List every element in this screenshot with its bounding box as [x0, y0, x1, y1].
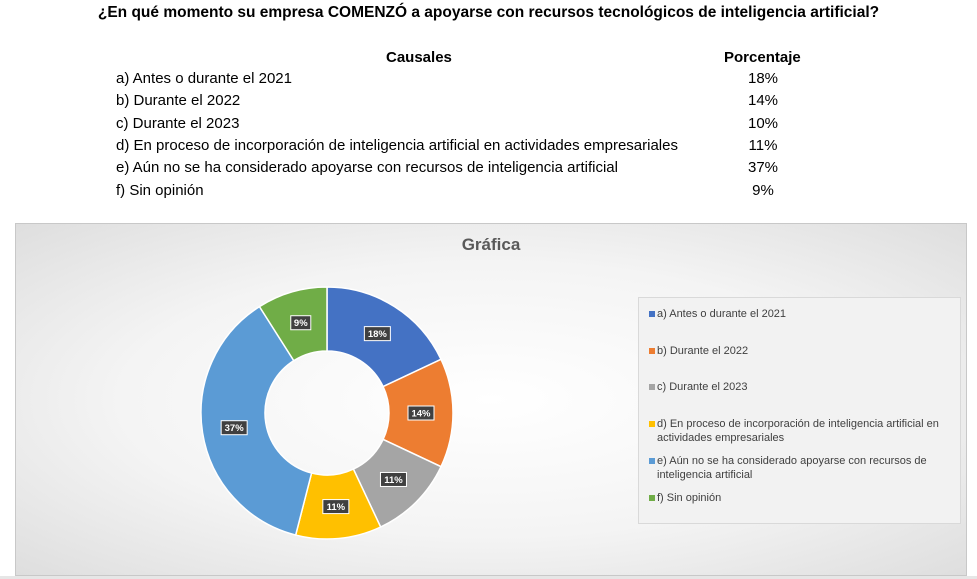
legend-swatch	[649, 495, 655, 501]
data-label-box	[220, 420, 248, 436]
data-label-box	[379, 471, 407, 487]
row-label: a) Antes o durante el 2021	[116, 70, 292, 87]
results-table: Causales Porcentaje a) Antes o durante e…	[0, 0, 977, 210]
row-label: f) Sin opinión	[116, 182, 204, 199]
row-value: 18%	[747, 70, 779, 87]
legend-item: d) En proceso de incorporación de inteli…	[649, 418, 954, 445]
data-label-text: 11%	[327, 502, 346, 513]
data-label-box	[363, 326, 391, 342]
legend-label: b) Durante el 2022	[657, 345, 749, 357]
legend-label: a) Antes o durante el 2021	[657, 308, 787, 320]
legend-item: e) Aún no se ha considerado apoyarse con…	[649, 455, 954, 482]
donut-data-label: 9%	[290, 315, 312, 331]
donut-chart: 18% 14% 11% 11% 37% 9%	[200, 286, 454, 540]
legend-label: c) Durante el 2023	[657, 381, 748, 393]
legend-swatch	[649, 384, 655, 390]
header-porcentaje: Porcentaje	[724, 49, 801, 66]
data-label-text: 18%	[368, 329, 388, 340]
legend-swatch	[649, 311, 655, 317]
legend-swatch	[649, 348, 655, 354]
donut-data-label: 18%	[363, 326, 391, 342]
row-label: b) Durante el 2022	[116, 92, 241, 109]
chart-title: Gráfica	[461, 235, 521, 254]
row-label: c) Durante el 2023	[116, 115, 240, 132]
row-value: 14%	[747, 92, 779, 109]
legend-swatch	[649, 421, 655, 427]
data-label-box	[322, 499, 350, 515]
data-label-text: 14%	[411, 409, 431, 420]
donut-slice	[200, 305, 313, 536]
row-label: d) En proceso de incorporación de inteli…	[116, 137, 678, 154]
legend-label: f) Sin opinión	[657, 492, 722, 504]
chart-area: Gráfica 18% 14% 11% 11% 37% 9% a) Antes o dur…	[15, 223, 967, 576]
legend-label: e) Aún no se ha considerado apoyarse con…	[657, 455, 927, 481]
row-value: 11%	[748, 137, 778, 154]
row-value: 37%	[747, 159, 779, 176]
data-label-text: 11%	[384, 475, 403, 486]
donut-data-label: 37%	[220, 420, 248, 436]
legend-item: a) Antes o durante el 2021	[649, 308, 954, 322]
row-value: 9%	[752, 182, 774, 199]
data-label-text: 37%	[225, 423, 245, 434]
data-label-text: 9%	[294, 318, 308, 329]
legend-label: d) En proceso de incorporación de inteli…	[657, 418, 939, 444]
header-causales: Causales	[386, 49, 452, 66]
question-title: ¿En qué momento su empresa COMENZÓ a apo…	[97, 4, 880, 21]
legend-swatch	[649, 458, 655, 464]
chart-legend: a) Antes o durante el 2021 b) Durante el…	[638, 297, 961, 524]
data-label-box	[290, 315, 312, 331]
data-label-box	[407, 405, 435, 421]
legend-item: c) Durante el 2023	[649, 381, 954, 395]
donut-data-label: 11%	[379, 471, 407, 487]
row-label: e) Aún no se ha considerado apoyarse con…	[116, 159, 618, 176]
legend-item: b) Durante el 2022	[649, 345, 954, 359]
donut-data-label: 14%	[407, 405, 435, 421]
row-value: 10%	[747, 115, 779, 132]
bottom-rule	[0, 576, 977, 579]
donut-data-label: 11%	[322, 499, 350, 515]
legend-item: f) Sin opinión	[649, 492, 954, 506]
